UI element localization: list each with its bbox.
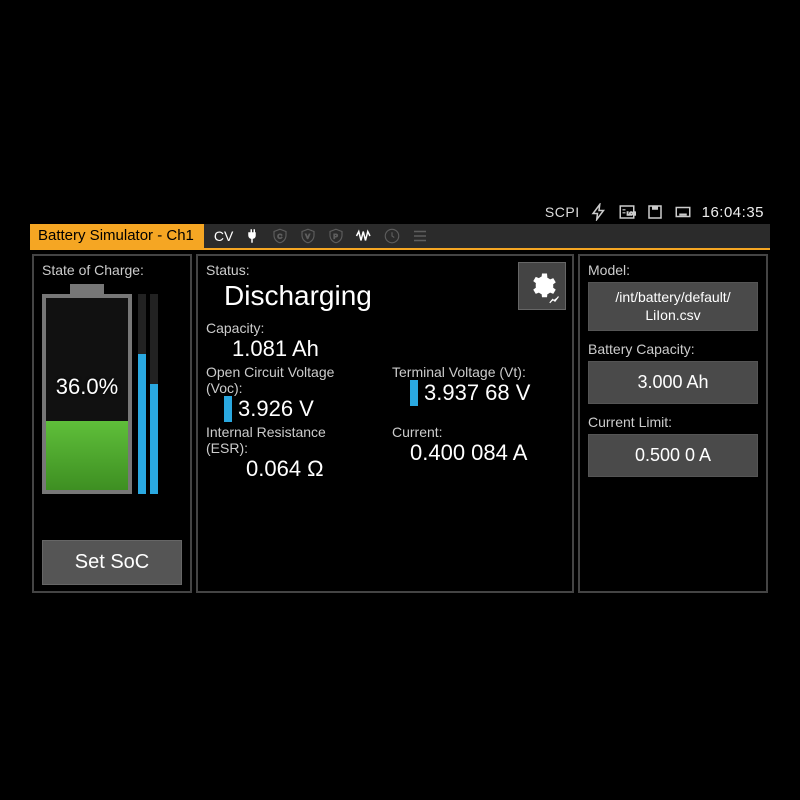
soc-panel: State of Charge: 36.0% Set SoC [32, 254, 192, 593]
battery-capacity-label: Battery Capacity: [588, 341, 758, 357]
voc-label: Open Circuit Voltage (Voc): [206, 364, 356, 396]
vt-tick-icon [410, 380, 418, 406]
esr-value: 0.064 Ω [206, 456, 378, 482]
measurements-panel: Status: Discharging Capacity: 1.081 Ah O… [196, 254, 574, 593]
current-label: Current: [392, 424, 564, 440]
status-value: Discharging [206, 278, 564, 318]
shield-p-icon[interactable]: P [327, 227, 345, 245]
vt-value: 3.937 68 V [424, 380, 530, 406]
scpi-label: SCPI [545, 204, 580, 220]
esr-label: Internal Resistance (ESR): [206, 424, 356, 456]
lightning-icon [590, 203, 608, 221]
svg-text:LOG: LOG [627, 211, 636, 216]
shield-c-icon[interactable]: C [271, 227, 289, 245]
voc-value: 3.926 V [238, 396, 314, 422]
title-tools: CV C V P [204, 224, 770, 248]
status-label: Status: [206, 262, 564, 278]
battery-percent: 36.0% [42, 374, 132, 400]
plug-icon[interactable] [243, 227, 261, 245]
model-label: Model: [588, 262, 758, 278]
vt-value-row: 3.937 68 V [392, 380, 564, 406]
current-limit-value[interactable]: 0.500 0 A [588, 434, 758, 477]
clock-time: 16:04:35 [702, 204, 764, 221]
network-icon [674, 203, 692, 221]
shield-v-icon[interactable]: V [299, 227, 317, 245]
voc-value-row: 3.926 V [206, 396, 378, 422]
capacity-label: Capacity: [206, 320, 564, 336]
list-icon[interactable] [411, 227, 429, 245]
current-value: 0.400 084 A [392, 440, 564, 466]
log-icon: LOG [618, 203, 636, 221]
current-limit-label: Current Limit: [588, 414, 758, 430]
svg-text:V: V [306, 233, 311, 240]
svg-text:C: C [278, 233, 283, 240]
save-icon [646, 203, 664, 221]
status-bar: SCPI LOG 16:04:35 [545, 200, 764, 224]
svg-text:P: P [334, 233, 339, 240]
capacity-value: 1.081 Ah [206, 336, 564, 362]
title-bar: Battery Simulator - Ch1 CV C V P [30, 224, 770, 250]
set-soc-button[interactable]: Set SoC [42, 540, 182, 585]
clock-icon[interactable] [383, 227, 401, 245]
battery-capacity-value[interactable]: 3.000 Ah [588, 361, 758, 404]
voc-tick-icon [224, 396, 232, 422]
settings-button[interactable] [518, 262, 566, 310]
battery-fill [46, 421, 128, 490]
device-screen: SCPI LOG 16:04:35 Battery Simulator - Ch… [30, 200, 770, 595]
settings-panel: Model: /int/battery/default/ LiIon.csv B… [578, 254, 768, 593]
model-value[interactable]: /int/battery/default/ LiIon.csv [588, 282, 758, 331]
battery-graphic: 36.0% [42, 284, 132, 494]
vt-label: Terminal Voltage (Vt): [392, 364, 564, 380]
soc-bars [138, 284, 158, 494]
waveform-icon[interactable] [355, 227, 373, 245]
soc-label: State of Charge: [42, 262, 182, 278]
window-title: Battery Simulator - Ch1 [30, 224, 204, 248]
mode-label: CV [214, 228, 233, 244]
main-area: State of Charge: 36.0% Set SoC [30, 252, 770, 595]
